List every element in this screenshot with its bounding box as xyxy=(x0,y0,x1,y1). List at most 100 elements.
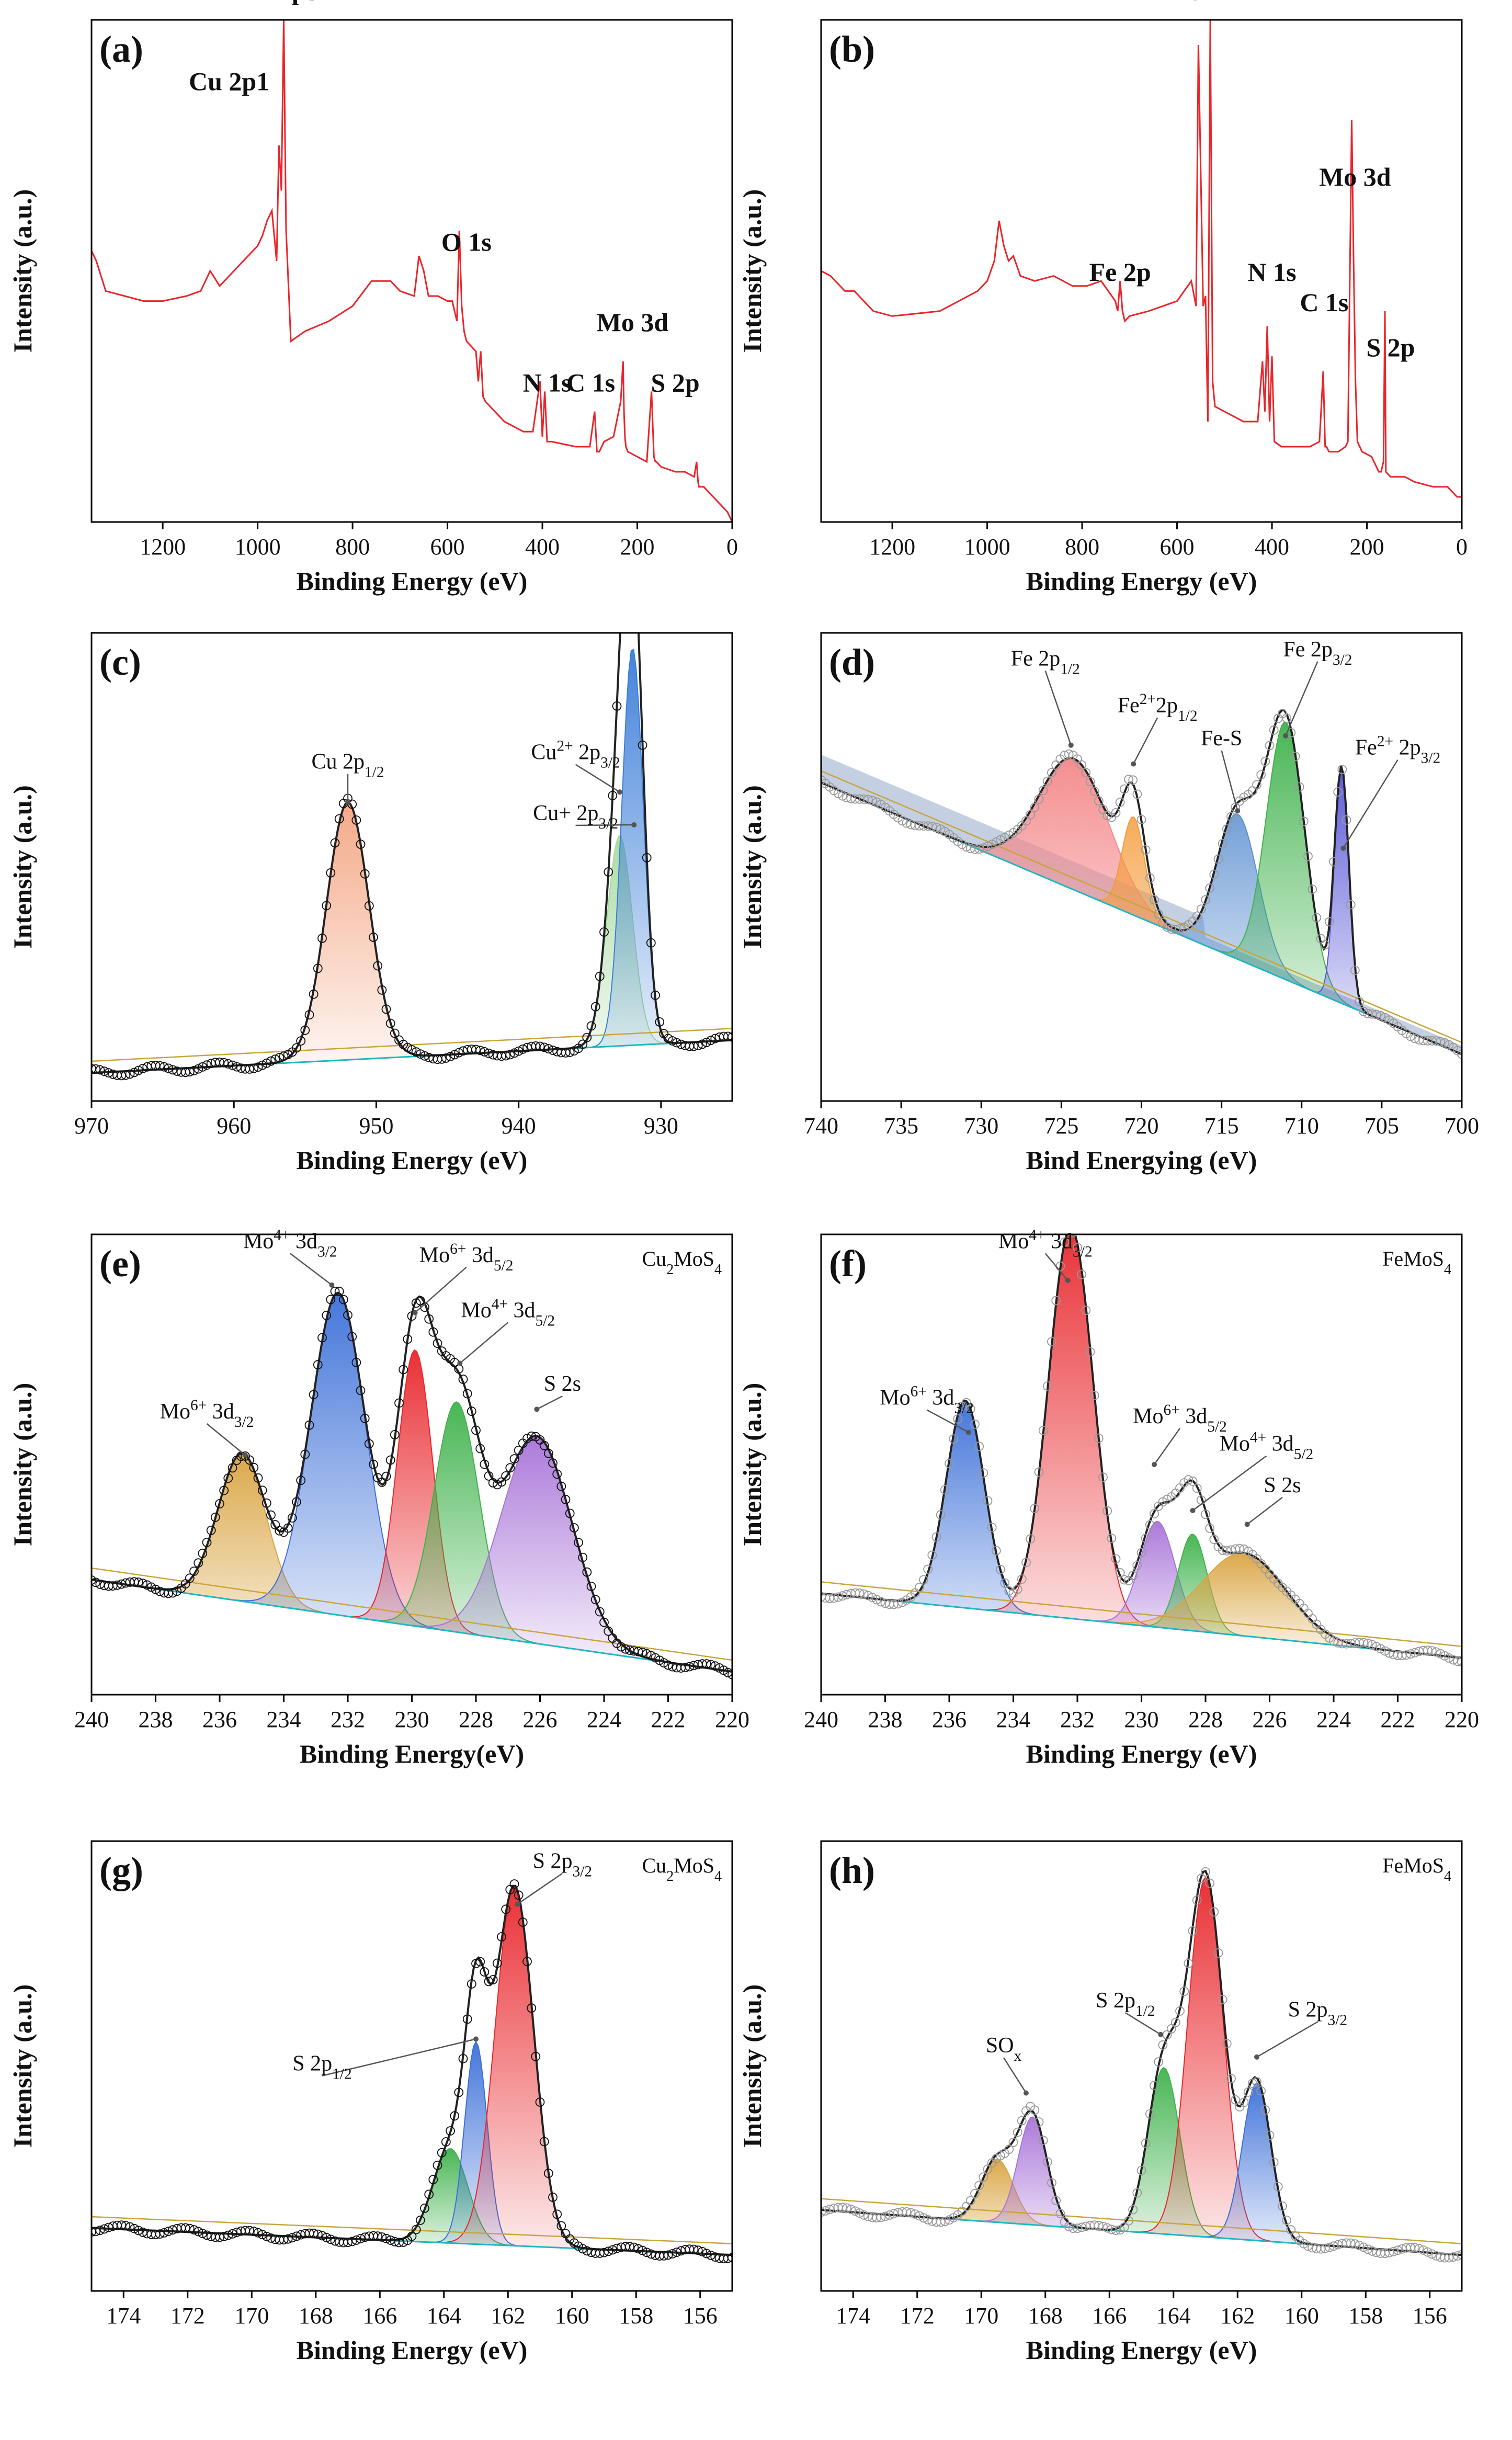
peak-annotation: Mo6+ 3d5/2 xyxy=(1133,1402,1227,1435)
data-point xyxy=(1235,1544,1245,1553)
data-point xyxy=(983,2164,993,2174)
data-point xyxy=(206,1525,216,1535)
data-point xyxy=(590,1002,600,1012)
data-point xyxy=(1196,904,1206,914)
x-tick-label: 200 xyxy=(1350,534,1384,560)
data-point xyxy=(467,1979,476,1989)
data-point xyxy=(446,1052,455,1061)
arrow-head xyxy=(617,789,622,795)
data-point xyxy=(1324,917,1334,927)
data-point xyxy=(1026,1534,1036,1544)
sample-label: FeMoS4 xyxy=(1382,1854,1451,1885)
data-point xyxy=(902,2207,912,2217)
data-point xyxy=(889,1599,899,1609)
data-point xyxy=(620,1644,630,1654)
data-point xyxy=(159,2228,169,2238)
x-axis-title: Binding Energy (eV) xyxy=(297,566,528,596)
data-point xyxy=(1371,1642,1381,1651)
data-point xyxy=(578,1552,588,1562)
data-point xyxy=(420,2203,429,2213)
data-point xyxy=(253,1473,263,1483)
data-point xyxy=(343,1310,353,1320)
data-point xyxy=(1205,1523,1215,1533)
data-point xyxy=(480,1047,490,1057)
data-point xyxy=(638,740,647,750)
data-point xyxy=(1175,2006,1185,2016)
data-point xyxy=(633,2244,643,2254)
data-point xyxy=(420,1051,429,1061)
panel-label: (f) xyxy=(829,1243,867,1285)
data-point xyxy=(462,2014,472,2024)
x-tick-label: 720 xyxy=(1124,1113,1159,1139)
x-tick-label: 236 xyxy=(932,1707,967,1732)
data-point xyxy=(586,1021,596,1031)
data-point xyxy=(983,1496,993,1506)
data-point xyxy=(275,1053,285,1062)
data-point xyxy=(582,2246,592,2256)
data-point xyxy=(108,1581,118,1591)
x-tick-label: 234 xyxy=(996,1707,1031,1732)
data-point xyxy=(1448,1655,1458,1665)
annotation-arrow xyxy=(1125,2012,1161,2035)
peak-annotation: Fe2+ 2p3/2 xyxy=(1355,733,1440,767)
x-tick-label: 166 xyxy=(362,2303,397,2329)
data-point xyxy=(1303,852,1313,861)
annotation-arrow xyxy=(1044,671,1072,746)
plot-area xyxy=(92,20,732,522)
data-point xyxy=(99,2224,109,2234)
data-point xyxy=(1073,1243,1082,1252)
data-point xyxy=(407,1311,417,1321)
data-point xyxy=(322,1310,332,1320)
data-point xyxy=(612,701,622,711)
plot-frame xyxy=(90,632,733,1102)
data-point xyxy=(373,2231,383,2241)
data-point xyxy=(296,1476,306,1485)
data-point xyxy=(219,1485,229,1495)
data-point xyxy=(599,2248,609,2257)
data-point xyxy=(322,901,332,911)
y-axis-title: Intensity (a.u.) xyxy=(8,189,37,353)
data-point xyxy=(1038,786,1048,795)
data-point xyxy=(1077,2222,1087,2232)
data-point xyxy=(727,1670,732,1679)
data-point xyxy=(1355,997,1364,1006)
x-tick-label: 600 xyxy=(430,534,465,560)
data-point xyxy=(527,2003,537,2013)
data-point xyxy=(1329,1636,1338,1646)
data-point xyxy=(578,2244,588,2254)
data-point xyxy=(714,1663,724,1673)
data-point xyxy=(146,1582,156,1592)
data-point xyxy=(1166,2024,1176,2034)
data-point xyxy=(480,1967,490,1977)
data-point xyxy=(561,1048,571,1058)
sample-label: Cu2MoS4 xyxy=(642,1247,722,1278)
data-point xyxy=(1384,1648,1394,1658)
x-tick-label: 600 xyxy=(1160,534,1195,560)
data-point xyxy=(356,1386,366,1395)
data-point xyxy=(117,1579,127,1589)
data-point xyxy=(974,1442,984,1451)
data-point xyxy=(595,2248,605,2258)
data-point xyxy=(249,1063,259,1073)
arrow-head xyxy=(1068,742,1074,748)
data-point xyxy=(884,2210,894,2220)
x-tick-label: 1000 xyxy=(964,534,1010,560)
data-point xyxy=(1119,2222,1129,2232)
data-point xyxy=(1371,1009,1381,1019)
data-point xyxy=(859,1589,869,1599)
data-point xyxy=(565,1508,575,1518)
data-point xyxy=(1410,1648,1420,1658)
data-point xyxy=(159,1062,169,1072)
data-point xyxy=(1042,1381,1052,1391)
y-axis-title: Intensity (a.u.) xyxy=(737,189,767,353)
plot-area xyxy=(821,20,1462,498)
data-point xyxy=(364,1439,374,1449)
x-tick-label: 156 xyxy=(683,2303,718,2329)
data-point xyxy=(1308,884,1317,894)
plot-area xyxy=(821,709,1462,1059)
data-point xyxy=(1119,784,1129,794)
plot-frame xyxy=(820,1840,1463,2292)
data-point xyxy=(1384,2248,1394,2257)
data-point xyxy=(428,2175,438,2185)
data-point xyxy=(1098,804,1108,814)
